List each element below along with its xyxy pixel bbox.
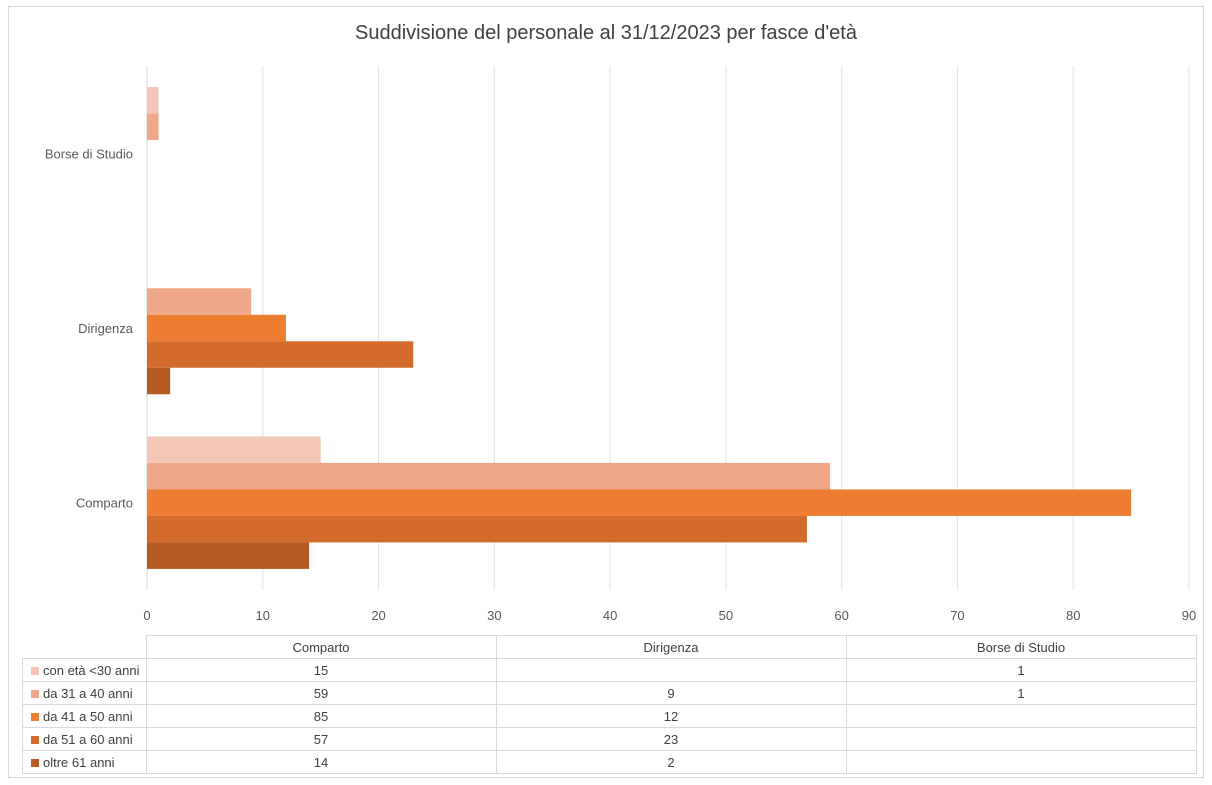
category-label: Comparto bbox=[76, 496, 133, 511]
data-table-cell: 1 bbox=[845, 658, 1197, 682]
legend-label: da 51 a 60 anni bbox=[43, 731, 133, 747]
bar bbox=[147, 462, 831, 490]
data-table-corner bbox=[23, 636, 147, 659]
data-table-row: con età <30 anni 15 1 bbox=[22, 658, 1197, 682]
x-tick-label: 80 bbox=[1066, 608, 1080, 623]
data-table-cell bbox=[845, 750, 1197, 774]
x-tick-label: 40 bbox=[603, 608, 617, 623]
legend-swatch bbox=[31, 736, 39, 745]
x-tick-label: 50 bbox=[719, 608, 733, 623]
data-table-cell: 23 bbox=[495, 727, 847, 751]
x-tick-label: 0 bbox=[143, 608, 150, 623]
x-tick-label: 20 bbox=[371, 608, 385, 623]
legend-label: oltre 61 anni bbox=[43, 754, 115, 770]
data-table-cell: 9 bbox=[495, 681, 847, 705]
data-table-cell bbox=[845, 727, 1197, 751]
legend-label: con età <30 anni bbox=[43, 662, 140, 678]
data-table-cell: 1 bbox=[845, 681, 1197, 705]
bar bbox=[147, 314, 286, 342]
data-table-row: da 31 a 40 anni 59 9 1 bbox=[22, 681, 1197, 705]
legend-swatch bbox=[31, 667, 39, 676]
data-table: Comparto Dirigenza Borse di Studio con e… bbox=[22, 635, 1197, 774]
data-table-header-comparto: Comparto bbox=[145, 635, 497, 659]
legend-label: da 31 a 40 anni bbox=[43, 685, 133, 701]
bar-chart: 0 10 20 30 40 50 60 70 80 90 Comparto Dirigenza Bors… bbox=[45, 66, 1196, 623]
data-table-cell: 14 bbox=[145, 750, 497, 774]
x-tick-label: 60 bbox=[834, 608, 848, 623]
data-table-cell: 15 bbox=[145, 658, 497, 682]
legend-swatch bbox=[31, 759, 39, 768]
chart-frame bbox=[8, 6, 1204, 778]
bar bbox=[147, 113, 159, 141]
bar bbox=[147, 288, 252, 315]
legend-swatch bbox=[31, 713, 39, 722]
legend-entry: da 41 a 50 anni bbox=[22, 704, 147, 728]
bar bbox=[147, 367, 171, 395]
x-tick-label: 30 bbox=[487, 608, 501, 623]
bar bbox=[147, 436, 321, 463]
legend-entry: da 51 a 60 anni bbox=[22, 727, 147, 751]
legend-entry: con età <30 anni bbox=[22, 658, 147, 682]
data-table-cell: 12 bbox=[495, 704, 847, 728]
data-table-row: oltre 61 anni 14 2 bbox=[22, 750, 1197, 774]
legend-entry: oltre 61 anni bbox=[22, 750, 147, 774]
data-table-cell: 57 bbox=[145, 727, 497, 751]
data-table-cell: 59 bbox=[145, 681, 497, 705]
x-tick-label: 90 bbox=[1182, 608, 1196, 623]
x-tick-label: 10 bbox=[256, 608, 270, 623]
bar bbox=[147, 489, 1132, 516]
data-table-row: da 41 a 50 anni 85 12 bbox=[22, 704, 1197, 728]
legend-label: da 41 a 50 anni bbox=[43, 708, 133, 724]
data-table-cell bbox=[495, 658, 847, 682]
bar bbox=[147, 341, 414, 368]
data-table-cell: 85 bbox=[145, 704, 497, 728]
legend-swatch bbox=[31, 690, 39, 699]
data-table-header-dirigenza: Dirigenza bbox=[495, 635, 847, 659]
data-table-row: da 51 a 60 anni 57 23 bbox=[22, 727, 1197, 751]
data-table-cell bbox=[845, 704, 1197, 728]
chart-title: Suddivisione del personale al 31/12/2023… bbox=[355, 22, 857, 44]
data-table-header-borse: Borse di Studio bbox=[845, 635, 1197, 659]
bar bbox=[147, 515, 807, 543]
category-label: Borse di Studio bbox=[45, 146, 133, 161]
bar bbox=[147, 542, 310, 569]
bar bbox=[147, 87, 159, 114]
x-tick-label: 70 bbox=[950, 608, 964, 623]
category-label: Dirigenza bbox=[78, 321, 134, 336]
data-table-cell: 2 bbox=[495, 750, 847, 774]
legend-entry: da 31 a 40 anni bbox=[22, 681, 147, 705]
